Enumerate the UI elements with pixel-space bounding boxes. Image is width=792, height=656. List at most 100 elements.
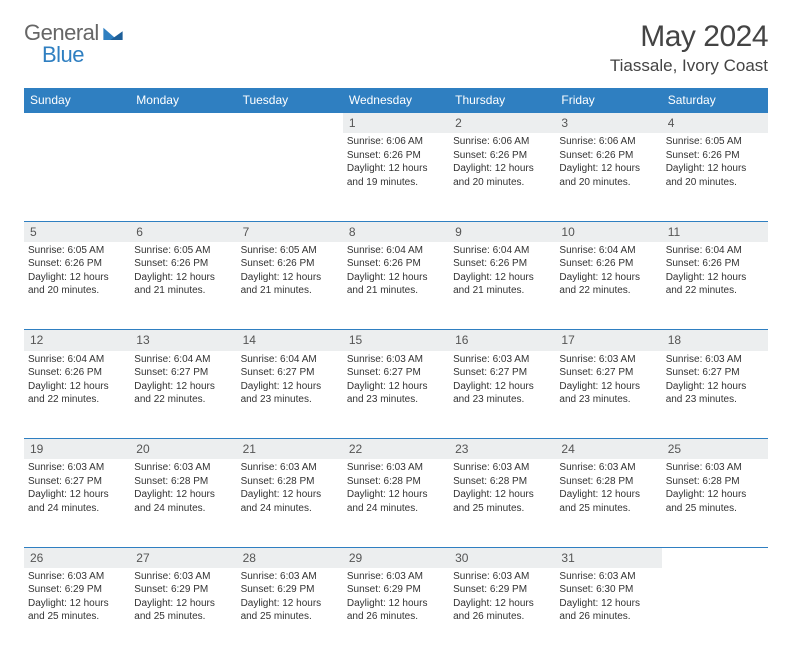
daylight-line: Daylight: 12 hours and 21 minutes.: [347, 271, 445, 298]
daylight-line: Daylight: 12 hours and 26 minutes.: [453, 597, 551, 624]
day-detail-cell: Sunrise: 6:05 AMSunset: 6:26 PMDaylight:…: [130, 242, 236, 330]
sun-line: Sunset: 6:29 PM: [241, 583, 339, 597]
day-detail-cell: [24, 133, 130, 221]
day-number-cell: 19: [24, 439, 130, 460]
day-number-cell: 25: [662, 439, 768, 460]
sun-line: Sunset: 6:28 PM: [134, 475, 232, 489]
sun-line: Sunset: 6:26 PM: [347, 257, 445, 271]
sun-line: Sunrise: 6:03 AM: [666, 461, 764, 475]
sun-line: Sunset: 6:30 PM: [559, 583, 657, 597]
sun-line: Sunset: 6:26 PM: [347, 149, 445, 163]
title-block: May 2024 Tiassale, Ivory Coast: [610, 20, 768, 76]
daylight-line: Daylight: 12 hours and 23 minutes.: [453, 380, 551, 407]
sun-line: Sunrise: 6:03 AM: [666, 353, 764, 367]
day-detail-cell: Sunrise: 6:03 AMSunset: 6:27 PMDaylight:…: [449, 351, 555, 439]
daylight-line: Daylight: 12 hours and 23 minutes.: [241, 380, 339, 407]
day-number-cell: [130, 113, 236, 134]
sun-line: Sunrise: 6:06 AM: [347, 135, 445, 149]
sun-line: Sunrise: 6:03 AM: [559, 461, 657, 475]
daylight-line: Daylight: 12 hours and 25 minutes.: [559, 488, 657, 515]
daylight-line: Daylight: 12 hours and 25 minutes.: [453, 488, 551, 515]
day-number-cell: 1: [343, 113, 449, 134]
day-detail-cell: Sunrise: 6:04 AMSunset: 6:26 PMDaylight:…: [449, 242, 555, 330]
day-number-cell: 20: [130, 439, 236, 460]
weekday-header: Tuesday: [237, 88, 343, 113]
day-number-cell: 27: [130, 547, 236, 568]
day-number-cell: [24, 113, 130, 134]
sun-line: Sunset: 6:26 PM: [666, 257, 764, 271]
daylight-line: Daylight: 12 hours and 25 minutes.: [666, 488, 764, 515]
weekday-header: Saturday: [662, 88, 768, 113]
sun-line: Sunrise: 6:03 AM: [347, 570, 445, 584]
day-detail-cell: Sunrise: 6:04 AMSunset: 6:26 PMDaylight:…: [555, 242, 661, 330]
day-number-cell: 28: [237, 547, 343, 568]
sun-line: Sunset: 6:26 PM: [666, 149, 764, 163]
day-detail-cell: Sunrise: 6:03 AMSunset: 6:28 PMDaylight:…: [662, 459, 768, 547]
day-detail-cell: Sunrise: 6:03 AMSunset: 6:27 PMDaylight:…: [24, 459, 130, 547]
daylight-line: Daylight: 12 hours and 20 minutes.: [559, 162, 657, 189]
day-number-cell: 21: [237, 439, 343, 460]
sun-line: Sunrise: 6:04 AM: [559, 244, 657, 258]
daylight-line: Daylight: 12 hours and 24 minutes.: [347, 488, 445, 515]
sun-line: Sunrise: 6:03 AM: [241, 461, 339, 475]
location-label: Tiassale, Ivory Coast: [610, 56, 768, 76]
sun-line: Sunrise: 6:03 AM: [453, 461, 551, 475]
day-number-cell: [237, 113, 343, 134]
day-number-cell: 11: [662, 221, 768, 242]
sun-line: Sunset: 6:29 PM: [453, 583, 551, 597]
sun-line: Sunrise: 6:04 AM: [241, 353, 339, 367]
day-detail-cell: Sunrise: 6:06 AMSunset: 6:26 PMDaylight:…: [449, 133, 555, 221]
daylight-line: Daylight: 12 hours and 25 minutes.: [134, 597, 232, 624]
sun-line: Sunset: 6:29 PM: [347, 583, 445, 597]
day-number-cell: 14: [237, 330, 343, 351]
day-detail-cell: Sunrise: 6:04 AMSunset: 6:26 PMDaylight:…: [24, 351, 130, 439]
brand-logo: GeneralBlue: [24, 20, 123, 68]
weekday-header: Thursday: [449, 88, 555, 113]
sun-line: Sunrise: 6:03 AM: [241, 570, 339, 584]
weekday-header: Monday: [130, 88, 236, 113]
weekday-header: Friday: [555, 88, 661, 113]
day-detail-cell: Sunrise: 6:05 AMSunset: 6:26 PMDaylight:…: [24, 242, 130, 330]
detail-row: Sunrise: 6:06 AMSunset: 6:26 PMDaylight:…: [24, 133, 768, 221]
sun-line: Sunrise: 6:04 AM: [28, 353, 126, 367]
daynum-row: 567891011: [24, 221, 768, 242]
sun-line: Sunrise: 6:04 AM: [134, 353, 232, 367]
sun-line: Sunrise: 6:03 AM: [28, 461, 126, 475]
day-detail-cell: Sunrise: 6:03 AMSunset: 6:28 PMDaylight:…: [343, 459, 449, 547]
sun-line: Sunrise: 6:05 AM: [666, 135, 764, 149]
day-detail-cell: Sunrise: 6:03 AMSunset: 6:28 PMDaylight:…: [130, 459, 236, 547]
day-number-cell: 22: [343, 439, 449, 460]
sun-line: Sunrise: 6:04 AM: [347, 244, 445, 258]
sun-line: Sunset: 6:28 PM: [241, 475, 339, 489]
weekday-header-row: Sunday Monday Tuesday Wednesday Thursday…: [24, 88, 768, 113]
sun-line: Sunrise: 6:03 AM: [453, 353, 551, 367]
day-detail-cell: [130, 133, 236, 221]
day-detail-cell: Sunrise: 6:04 AMSunset: 6:27 PMDaylight:…: [130, 351, 236, 439]
sun-line: Sunrise: 6:04 AM: [666, 244, 764, 258]
sun-line: Sunrise: 6:03 AM: [453, 570, 551, 584]
day-number-cell: 30: [449, 547, 555, 568]
sun-line: Sunset: 6:26 PM: [559, 149, 657, 163]
weekday-header: Wednesday: [343, 88, 449, 113]
sun-line: Sunrise: 6:06 AM: [453, 135, 551, 149]
sun-line: Sunset: 6:28 PM: [666, 475, 764, 489]
sun-line: Sunrise: 6:03 AM: [28, 570, 126, 584]
day-number-cell: 13: [130, 330, 236, 351]
daynum-row: 262728293031: [24, 547, 768, 568]
page-header: GeneralBlue May 2024 Tiassale, Ivory Coa…: [24, 20, 768, 76]
day-number-cell: 12: [24, 330, 130, 351]
daylight-line: Daylight: 12 hours and 24 minutes.: [134, 488, 232, 515]
day-number-cell: [662, 547, 768, 568]
sun-line: Sunset: 6:28 PM: [453, 475, 551, 489]
day-number-cell: 3: [555, 113, 661, 134]
day-detail-cell: Sunrise: 6:03 AMSunset: 6:28 PMDaylight:…: [237, 459, 343, 547]
sun-line: Sunset: 6:27 PM: [28, 475, 126, 489]
day-detail-cell: Sunrise: 6:03 AMSunset: 6:27 PMDaylight:…: [555, 351, 661, 439]
daylight-line: Daylight: 12 hours and 19 minutes.: [347, 162, 445, 189]
daylight-line: Daylight: 12 hours and 22 minutes.: [134, 380, 232, 407]
daylight-line: Daylight: 12 hours and 21 minutes.: [241, 271, 339, 298]
day-detail-cell: Sunrise: 6:05 AMSunset: 6:26 PMDaylight:…: [662, 133, 768, 221]
daylight-line: Daylight: 12 hours and 22 minutes.: [28, 380, 126, 407]
sun-line: Sunrise: 6:03 AM: [134, 461, 232, 475]
sun-line: Sunrise: 6:04 AM: [453, 244, 551, 258]
